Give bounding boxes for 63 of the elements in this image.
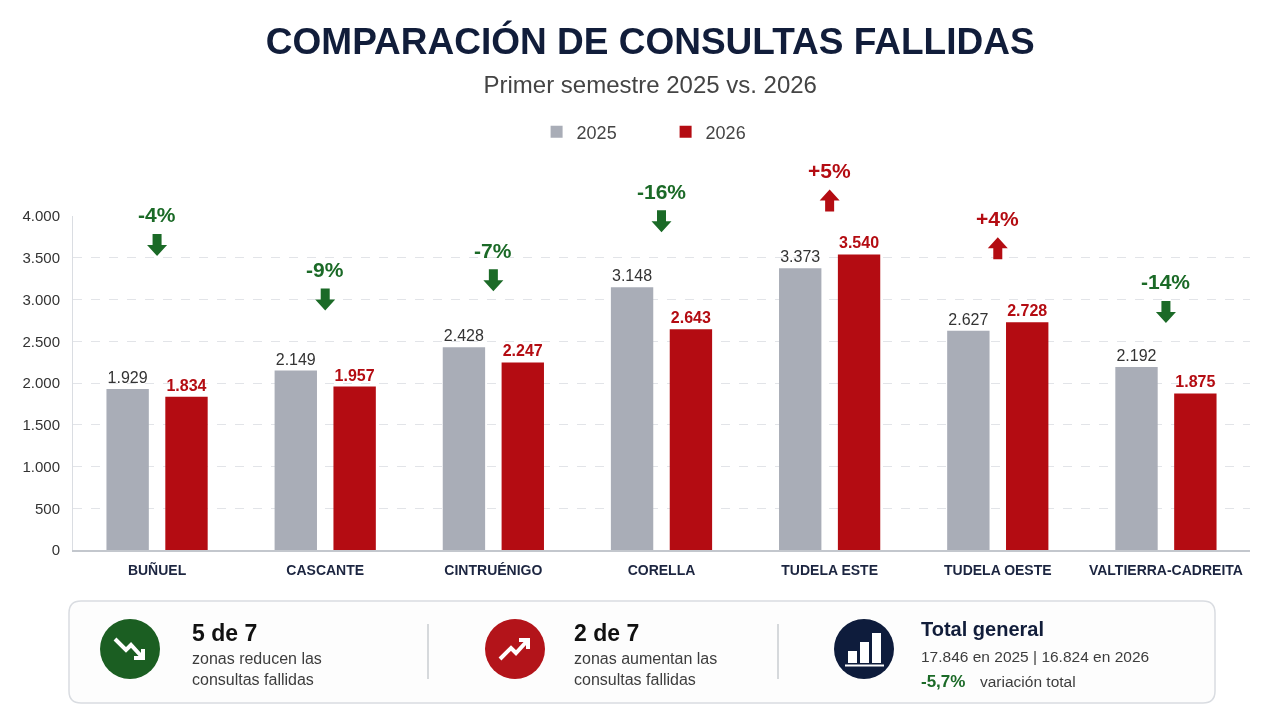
bar — [779, 268, 822, 550]
annotation: -4% — [138, 203, 176, 226]
data-label: 2.643 — [670, 309, 711, 327]
y-tick-label: 500 — [34, 499, 60, 517]
chart-subtitle: Primer semestre 2025 vs. 2026 — [483, 70, 817, 98]
text: +5% — [808, 159, 851, 182]
bar — [442, 347, 486, 550]
annotation: -9% — [306, 258, 344, 281]
data-label: 2.428 — [443, 327, 485, 345]
data-label: 2.247 — [502, 342, 543, 360]
data-label: 2.149 — [275, 350, 316, 368]
text: -5,7% — [921, 672, 966, 691]
data-label: 1.834 — [166, 376, 207, 394]
text: variación total — [980, 673, 1076, 690]
x-tick-label: CINTRUÉNIGO — [444, 561, 543, 578]
text: zonas reducen las consultas fallidas — [192, 650, 322, 688]
data-label: 1.957 — [334, 366, 375, 384]
x-tick-label: CASCANTE — [286, 561, 365, 578]
bar — [106, 388, 149, 550]
data-label: 3.148 — [612, 267, 653, 285]
text: 2 de 7 — [574, 620, 640, 646]
text: -16% — [637, 180, 687, 203]
bar — [610, 287, 654, 550]
x-tick-label: CORELLA — [627, 561, 696, 578]
y-tick-label: 2.500 — [22, 332, 60, 350]
legend-label: 2026 — [705, 122, 746, 143]
y-tick-label: 3.000 — [22, 290, 60, 308]
x-tick-label: VALTIERRA-CADREITA — [1088, 561, 1243, 578]
y-tick-label: 1.000 — [22, 457, 60, 475]
chart-title: COMPARACIÓN DE CONSULTAS FALLIDAS — [265, 19, 1035, 62]
bar — [274, 370, 317, 550]
y-tick-label: 4.000 — [22, 207, 60, 225]
y-tick-label: 0 — [51, 541, 60, 559]
bar — [1006, 322, 1049, 550]
data-label: 3.540 — [838, 234, 880, 252]
data-label: 2.192 — [1116, 346, 1157, 364]
data-label: 2.728 — [1007, 302, 1048, 320]
data-label: 2.627 — [948, 310, 989, 328]
y-tick-label: 1.500 — [22, 416, 60, 433]
x-tick-label: TUDELA ESTE — [781, 561, 878, 578]
text: 17.846 en 2025 | 16.824 en 2026 — [921, 648, 1150, 665]
bar — [333, 386, 376, 550]
x-tick-label: BUÑUEL — [127, 560, 187, 578]
bar — [669, 329, 713, 550]
bar — [1115, 366, 1158, 550]
text: zonas aumentan las consultas fallidas — [574, 650, 718, 688]
annotation: -14% — [1141, 270, 1191, 293]
bar — [1174, 393, 1217, 550]
data-label: 1.929 — [107, 368, 148, 386]
annotation: -7% — [474, 239, 512, 262]
text: 5 de 7 — [192, 620, 258, 646]
x-tick-label: TUDELA OESTE — [943, 561, 1052, 578]
bar — [501, 362, 544, 550]
bar — [837, 254, 881, 550]
data-label: 1.875 — [1175, 373, 1216, 391]
bar — [165, 396, 208, 550]
y-tick-label: 3.500 — [22, 249, 60, 266]
text: Total general — [921, 618, 1044, 640]
data-label: 3.373 — [780, 248, 821, 266]
annotation: +4% — [976, 207, 1019, 230]
legend-label: 2025 — [576, 122, 617, 143]
bar — [947, 330, 990, 550]
y-tick-label: 2.000 — [22, 374, 60, 392]
